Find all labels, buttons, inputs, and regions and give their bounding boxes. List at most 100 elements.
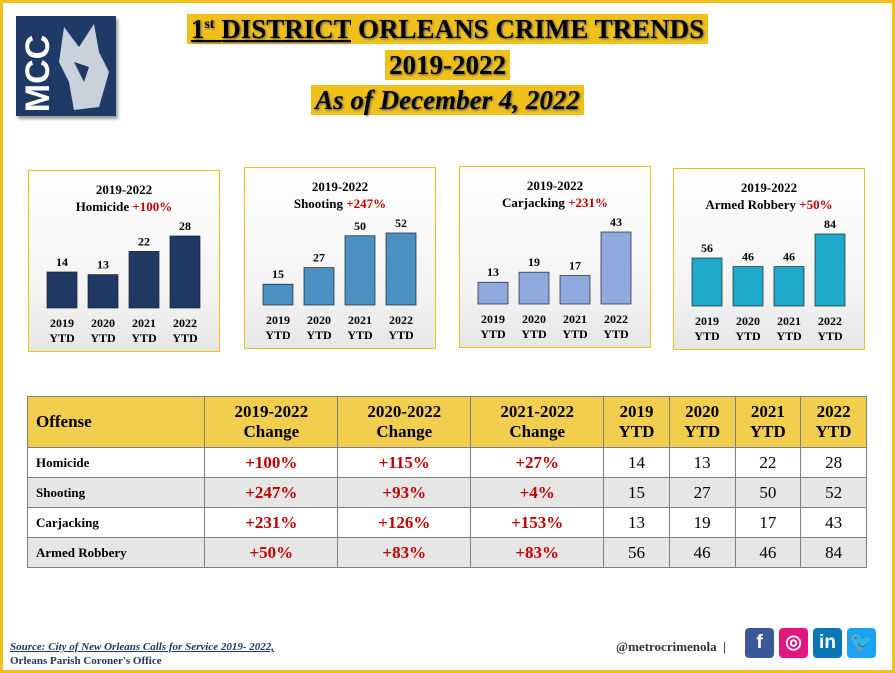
change-cell: +83%	[337, 537, 472, 568]
bar	[477, 281, 509, 305]
tick-label: YTD	[265, 328, 291, 342]
data-label: 19	[528, 255, 540, 269]
ytd-cell: 19	[668, 507, 736, 538]
tick-label: 2022	[818, 314, 842, 328]
offense-cell: Carjacking	[26, 507, 206, 538]
tick-label: YTD	[694, 329, 720, 343]
change-cell: +231%	[204, 507, 339, 538]
ytd-cell: 52	[800, 477, 867, 508]
bar	[87, 274, 119, 309]
mcc-logo: MCC	[16, 16, 116, 116]
table-row: Carjacking +231% +126% +153% 13 19 17 43	[26, 507, 867, 538]
column-header: 2022 YTD	[800, 396, 867, 448]
tick-label: YTD	[562, 327, 588, 341]
data-label: 28	[179, 219, 191, 233]
page-subtitle-years: 2019-2022	[0, 50, 895, 81]
column-header: 2019-2022 Change	[204, 396, 339, 448]
tick-label: YTD	[603, 327, 629, 341]
tick-label: 2020	[522, 312, 546, 326]
tick-label: 2020	[307, 313, 331, 327]
tick-label: 2020	[91, 316, 115, 330]
data-label: 46	[783, 250, 795, 264]
bar	[262, 283, 294, 306]
ytd-cell: 15	[603, 477, 670, 508]
bar	[518, 271, 550, 305]
tick-label: YTD	[776, 329, 802, 343]
tick-label: YTD	[817, 329, 843, 343]
bar	[385, 232, 417, 306]
tick-label: 2021	[132, 316, 156, 330]
offense-cell: Homicide	[26, 447, 206, 478]
chart-title: 2019-2022 Armed Robbery +50%	[705, 180, 833, 212]
chart-title: 2019-2022 Shooting +247%	[293, 179, 387, 211]
change-cell: +153%	[470, 507, 605, 538]
tick-label: YTD	[172, 331, 198, 345]
bar	[344, 235, 376, 306]
tick-label: YTD	[131, 331, 157, 345]
tick-label: 2021	[777, 314, 801, 328]
bar	[773, 266, 805, 307]
ytd-cell: 13	[668, 447, 736, 478]
column-header: 2020 YTD	[668, 396, 736, 448]
tick-label: YTD	[388, 328, 414, 342]
chart-homicide: 2019-2022 Homicide +100% 14 2019 YTD 13 2020 YT…	[28, 170, 220, 352]
instagram-icon[interactable]: ◎	[779, 628, 808, 658]
table-row: Shooting +247% +93% +4% 15 27 50 52	[26, 477, 867, 508]
change-cell: +93%	[337, 477, 472, 508]
tick-label: 2022	[389, 313, 413, 327]
column-header: 2020-2022 Change	[337, 396, 472, 448]
chart-shooting: 2019-2022 Shooting +247% 15 2019 YTD 27 2020 YT…	[244, 167, 436, 349]
facebook-icon[interactable]: f	[745, 628, 774, 658]
ytd-cell: 46	[734, 537, 802, 568]
page-title: 1st DISTRICT ORLEANS CRIME TRENDS	[0, 14, 895, 45]
ytd-cell: 46	[668, 537, 736, 568]
data-label: 84	[824, 217, 836, 231]
linkedin-icon[interactable]: in	[813, 628, 842, 658]
ytd-cell: 50	[734, 477, 802, 508]
page-subtitle-date: As of December 4, 2022	[0, 85, 895, 116]
ytd-cell: 27	[668, 477, 736, 508]
bar	[559, 275, 591, 305]
tick-label: 2021	[348, 313, 372, 327]
ytd-cell: 56	[603, 537, 670, 568]
chart-armed-robbery: 2019-2022 Armed Robbery +50% 56 2019 YTD 46 20…	[673, 168, 865, 350]
ytd-cell: 17	[734, 507, 802, 538]
ytd-cell: 28	[800, 447, 867, 478]
change-cell: +115%	[337, 447, 472, 478]
data-label: 52	[395, 216, 407, 230]
data-label: 50	[354, 219, 366, 233]
ytd-cell: 84	[800, 537, 867, 568]
data-label: 15	[272, 267, 284, 281]
bar	[169, 235, 201, 309]
ytd-cell: 22	[734, 447, 802, 478]
tick-label: 2019	[695, 314, 719, 328]
column-header: 2019 YTD	[603, 396, 670, 448]
tick-label: YTD	[735, 329, 761, 343]
tick-label: 2019	[481, 312, 505, 326]
tick-label: YTD	[49, 331, 75, 345]
bar	[691, 257, 723, 307]
wolf-icon	[59, 24, 109, 110]
tick-label: 2019	[50, 316, 74, 330]
change-cell: +100%	[204, 447, 339, 478]
tick-label: 2022	[604, 312, 628, 326]
offense-cell: Shooting	[26, 477, 206, 508]
ytd-cell: 13	[603, 507, 670, 538]
change-cell: +27%	[470, 447, 605, 478]
offense-cell: Armed Robbery	[26, 537, 206, 568]
tick-label: 2022	[173, 316, 197, 330]
social-handle[interactable]: @metrocrimenola |	[616, 639, 727, 654]
data-label: 27	[313, 251, 325, 265]
change-cell: +50%	[204, 537, 339, 568]
twitter-icon[interactable]: 🐦	[847, 628, 876, 658]
data-label: 22	[138, 234, 150, 248]
tick-label: YTD	[521, 327, 547, 341]
tick-label: 2021	[563, 312, 587, 326]
data-label: 17	[569, 259, 581, 273]
column-header: 2021-2022 Change	[470, 396, 605, 448]
change-cell: +247%	[204, 477, 339, 508]
change-cell: +126%	[337, 507, 472, 538]
data-label: 46	[742, 250, 754, 264]
change-cell: +83%	[470, 537, 605, 568]
